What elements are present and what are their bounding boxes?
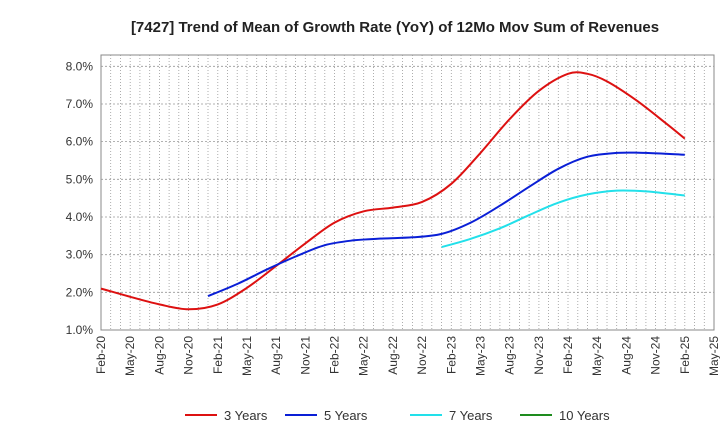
x-tick-label: May-25 [707,336,720,376]
series-line-7-years [441,189,685,249]
grid-layer [101,55,714,330]
x-tick-label: May-24 [590,336,604,376]
x-tick-label: Nov-21 [298,336,312,375]
x-tick-label: Feb-20 [94,336,108,374]
series-layer [100,71,686,311]
x-tick-label: Aug-23 [503,336,517,375]
plot-area [100,54,715,331]
x-tick-label: Feb-25 [678,336,692,374]
x-tick-label: Aug-20 [152,336,166,375]
x-tick-label: Nov-20 [182,336,196,375]
y-tick-label: 1.0% [66,323,94,337]
x-tick-label: Feb-22 [328,336,342,374]
x-tick-label: Aug-22 [386,336,400,375]
x-tick-label: May-21 [240,336,254,376]
x-tick-label: Feb-24 [561,336,575,374]
y-tick-label: 3.0% [66,248,94,262]
y-axis: 1.0% 2.0% 3.0% 4.0% 5.0% 6.0% 7.0% 8.0% [66,59,94,337]
series-line-3-years [100,71,686,311]
x-tick-label: May-23 [474,336,488,376]
legend-label-3-years: 3 Years [224,408,268,423]
legend: 3 Years 5 Years 7 Years 10 Years [185,408,610,423]
x-tick-label: Feb-23 [444,336,458,374]
legend-label-10-years: 10 Years [559,408,610,423]
x-tick-label: Nov-22 [415,336,429,375]
y-tick-label: 4.0% [66,210,94,224]
chart-title: [7427] Trend of Mean of Growth Rate (YoY… [131,19,659,36]
x-tick-label: May-22 [357,336,371,376]
legend-label-7-years: 7 Years [449,408,493,423]
y-tick-label: 7.0% [66,97,94,111]
y-tick-label: 2.0% [66,285,94,299]
legend-label-5-years: 5 Years [324,408,368,423]
series-line-5-years [207,151,685,298]
x-axis: Feb-20 May-20 Aug-20 Nov-20 Feb-21 May-21 Aug-… [94,336,720,376]
x-tick-label: Aug-21 [269,336,283,375]
y-tick-label: 5.0% [66,172,94,186]
x-tick-label: Feb-21 [211,336,225,374]
x-tick-label: May-20 [123,336,137,376]
y-tick-label: 8.0% [66,59,94,73]
x-tick-label: Aug-24 [619,336,633,375]
y-tick-label: 6.0% [66,135,94,149]
x-tick-label: Nov-24 [649,336,663,375]
x-tick-label: Nov-23 [532,336,546,375]
